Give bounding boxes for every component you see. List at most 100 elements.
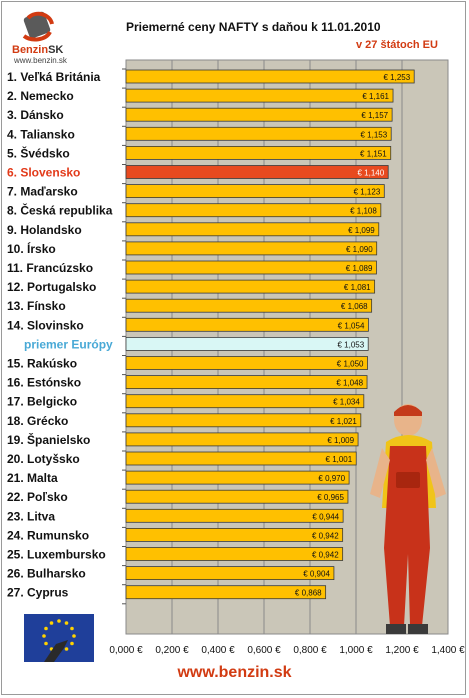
bar [125,222,380,237]
bar [125,508,344,523]
bar [125,145,392,160]
bar-value-label: € 0,970 [318,474,345,483]
bar-value-label: € 0,942 [312,551,339,560]
bar [125,279,376,294]
category-label: 23. Litva [7,509,55,523]
bar-value-label: € 1,089 [346,264,373,273]
bar-value-label: € 1,253 [383,73,410,82]
bar-value-label: € 1,153 [360,130,387,139]
category-label: 17. Belgicko [7,395,77,409]
bar [125,203,382,218]
eu-flag-icon [24,614,94,662]
category-label: 16. Estónsko [7,376,81,390]
bar-value-label: € 1,068 [341,302,368,311]
category-label: 9. Holandsko [7,223,82,237]
bar [125,298,373,313]
bar-value-label: € 1,050 [337,360,364,369]
bar [125,107,393,122]
logo-url: www.benzin.sk [14,56,67,65]
bar-value-label: € 1,053 [337,340,364,349]
bar-value-label: € 1,054 [338,321,365,330]
bars: € 1,253 € 1,161 € 1,157 € 1,153 € 1,151 € 1,1… [125,69,415,600]
x-tick-label: 0,600 € [247,645,281,656]
bar-value-label: € 1,048 [336,379,363,388]
category-label: 27. Cyprus [7,586,69,600]
mechanic-mascot-icon [370,404,446,634]
category-label: 5. Švédsko [7,145,70,160]
category-label: 3. Dánsko [7,108,64,122]
benzin-logo-icon [22,11,54,42]
bar-value-label: € 1,140 [357,169,384,178]
category-label: 8. Česká republika [7,203,113,218]
bar [125,394,365,409]
bar-value-label: € 0,965 [317,493,344,502]
x-tick-label: 0,000 € [109,645,143,656]
bar-value-label: € 1,001 [326,455,353,464]
bar-value-label: € 0,944 [312,512,339,521]
bar [125,489,349,504]
bar-value-label: € 1,009 [327,436,354,445]
x-tick-label: 0,800 € [293,645,327,656]
category-label: 26. Bulharsko [7,567,86,581]
bar-value-label: € 1,157 [361,111,388,120]
bar-value-label: € 0,904 [303,570,330,579]
category-label: priemer Európy [24,337,113,351]
category-label: 11. Francúzsko [7,261,93,275]
category-label: 12. Portugalsko [7,280,96,294]
bar-value-label: € 1,021 [330,417,357,426]
category-labels: 1. Veľká Británia 2. Nemecko 3. Dánsko 4. T… [7,70,113,600]
category-label: 22. Poľsko [7,490,68,504]
bar [125,184,385,199]
bar [125,413,362,428]
bar [125,528,344,542]
bar-value-label: € 0,868 [295,589,322,598]
bar [125,126,392,141]
bar-value-label: € 1,161 [362,92,389,101]
category-label: 25. Luxembursko [7,548,106,562]
category-label: 2. Nemecko [7,89,74,103]
category-label: 21. Malta [7,471,58,485]
chart-title: Priemerné ceny NAFTY s daňou k 11.01.201… [126,20,381,34]
bar [125,336,369,351]
category-label: 7. Maďarsko [7,185,78,199]
bar-value-label: € 1,034 [333,398,360,407]
bar [125,547,344,561]
footer-url: www.benzin.sk [177,664,292,681]
bar-value-label: € 1,123 [354,188,381,197]
category-label: 10. Írsko [7,241,56,256]
bar [125,585,327,600]
category-label: 6. Slovensko [7,166,80,180]
bar [125,566,335,580]
category-label: 14. Slovinsko [7,318,84,332]
bar-value-label: € 1,090 [346,245,373,254]
category-label: 1. Veľká Británia [7,70,101,84]
category-label: 18. Grécko [7,414,68,428]
bar [125,317,369,332]
bar-value-label: € 1,099 [348,226,375,235]
bar [125,451,357,466]
bar [125,375,368,390]
bar [125,356,368,370]
bar [125,432,359,447]
x-tick-label: 1,000 € [339,645,373,656]
bar [125,470,350,485]
category-label: 24. Rumunsko [7,528,89,542]
category-label: 20. Lotyšsko [7,452,80,466]
bar [125,241,378,256]
chart-subtitle: v 27 štátoch EU [356,39,438,51]
bar-value-label: € 1,151 [360,149,387,158]
bar-value-label: € 1,108 [350,207,377,216]
bar [125,165,389,179]
x-tick-label: 0,200 € [155,645,189,656]
category-label: 19. Španielsko [7,432,90,447]
x-axis-ticks: 0,000 € 0,200 € 0,400 € 0,600 € 0,800 € 1,000… [109,68,465,656]
bar [125,88,394,103]
x-tick-label: 1,400 € [431,645,465,656]
x-tick-label: 0,400 € [201,645,235,656]
bar [125,260,377,275]
category-label: 13. Fínsko [7,299,66,313]
logo-brand: BenzinSK [12,44,64,56]
bar-value-label: € 0,942 [312,531,339,540]
category-label: 15. Rakúsko [7,357,77,371]
